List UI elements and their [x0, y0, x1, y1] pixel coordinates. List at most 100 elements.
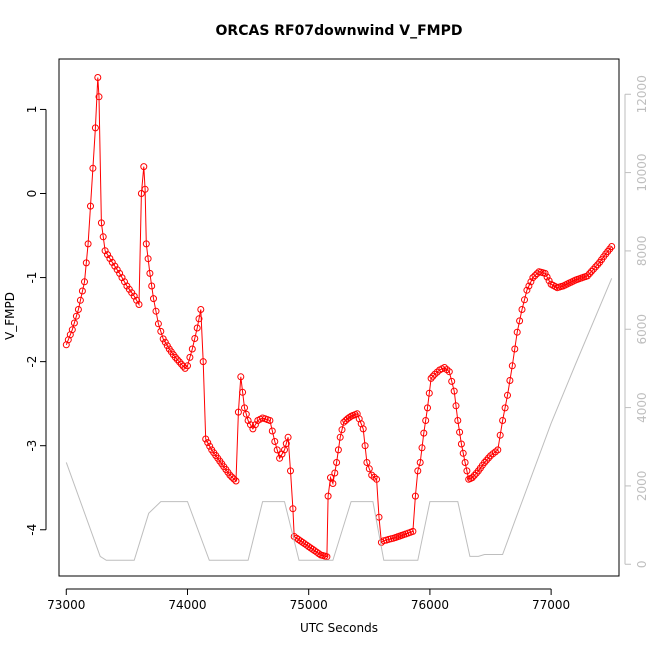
v-fmpd-point: [186, 353, 194, 361]
y2-tick-label: 6000: [635, 314, 649, 345]
v-fmpd-point: [142, 240, 150, 248]
v-fmpd-point: [345, 414, 353, 421]
v-fmpd-point: [541, 269, 549, 277]
y-axis-label: V_FMPD: [3, 292, 17, 340]
v-fmpd-point: [141, 185, 149, 193]
v-fmpd-point: [230, 475, 238, 483]
v-fmpd-point: [468, 474, 476, 482]
v-fmpd-point: [84, 240, 92, 248]
v-fmpd-point: [268, 427, 276, 435]
v-fmpd-point: [152, 307, 160, 315]
v-fmpd-point: [359, 425, 367, 433]
v-fmpd-point: [414, 467, 422, 475]
v-fmpd-point: [590, 265, 597, 273]
v-fmpd-point: [461, 459, 469, 466]
v-fmpd-point: [282, 440, 290, 448]
y-tick-label: -3: [25, 440, 39, 452]
v-fmpd-point: [545, 277, 553, 285]
v-fmpd-point: [95, 93, 103, 101]
x-tick-label: 75000: [290, 598, 328, 612]
y-tick-label: -4: [25, 524, 39, 536]
v-fmpd-point: [373, 475, 381, 483]
v-fmpd-point: [588, 267, 595, 275]
v-fmpd-point: [494, 446, 502, 454]
y2-tick-label: 0: [635, 560, 649, 568]
v-fmpd-point: [135, 301, 143, 308]
v-fmpd-point: [361, 442, 369, 450]
v-fmpd-point: [427, 374, 435, 382]
v-fmpd-point: [188, 345, 196, 353]
v-fmpd-point: [594, 261, 602, 269]
v-fmpd-point: [281, 446, 288, 454]
v-fmpd-point: [150, 295, 157, 303]
v-fmpd-point: [418, 444, 426, 452]
v-fmpd-point: [70, 319, 78, 327]
v-fmpd-point: [485, 454, 492, 462]
v-fmpd-point: [228, 473, 236, 481]
y-tick-label: -2: [25, 356, 39, 368]
v-fmpd-point: [315, 550, 323, 558]
v-fmpd-point: [111, 262, 119, 270]
v-fmpd-point: [81, 278, 88, 286]
v-fmpd-point: [409, 527, 417, 535]
v-fmpd-point: [289, 505, 297, 513]
v-fmpd-point: [327, 474, 334, 482]
v-fmpd-point: [331, 469, 339, 477]
y-tick-label: -1: [25, 272, 39, 284]
x-tick-label: 73000: [47, 598, 85, 612]
y2-tick-label: 2000: [635, 471, 649, 502]
axes-layer: 73000 74000 75000 76000 77000 -4 -3 -2 -1 0 1 0 2000…: [25, 75, 649, 612]
v-fmpd-point: [592, 263, 600, 271]
v-fmpd-point: [531, 272, 539, 280]
v-fmpd-point: [266, 417, 274, 424]
y2-tick-label: 4000: [635, 392, 649, 423]
v-fmpd-point: [501, 404, 509, 412]
v-fmpd-point: [154, 320, 162, 328]
v-fmpd-point: [496, 431, 504, 439]
v-fmpd-point: [516, 317, 524, 325]
series-layer: [62, 74, 616, 561]
v-fmpd-point: [511, 345, 519, 353]
v-fmpd-point: [584, 272, 591, 280]
v-fmpd-point: [148, 282, 156, 290]
v-fmpd-point: [420, 429, 428, 437]
v-fmpd-point: [472, 469, 480, 477]
v-fmpd-point: [463, 467, 471, 475]
v-fmpd-point: [483, 456, 490, 464]
v-fmpd-point: [586, 270, 593, 278]
v-fmpd-point: [481, 459, 488, 466]
v-fmpd-point: [76, 296, 84, 304]
v-fmpd-point: [144, 255, 152, 263]
v-fmpd-point: [72, 312, 80, 320]
v-fmpd-point: [137, 190, 145, 197]
v-fmpd-point: [450, 387, 458, 395]
v-fmpd-point: [197, 306, 205, 313]
v-fmpd-point: [506, 377, 514, 384]
v-fmpd-point: [365, 465, 373, 473]
y2-tick-label: 12000: [635, 75, 649, 113]
v-fmpd-point: [239, 388, 247, 396]
v-fmpd-point: [234, 408, 242, 416]
altitude-line: [65, 278, 613, 561]
v-fmpd-point: [529, 274, 537, 282]
v-fmpd-point: [470, 471, 478, 479]
v-fmpd-point: [416, 459, 424, 466]
v-fmpd-point: [459, 449, 467, 457]
v-fmpd-point: [452, 402, 460, 410]
v-fmpd-point: [527, 278, 535, 286]
plot-frame: [58, 58, 620, 577]
v-fmpd-point: [195, 315, 203, 323]
v-fmpd-point: [171, 353, 179, 361]
v-fmpd-point: [146, 269, 154, 277]
v-fmpd-point: [184, 362, 191, 370]
x-tick-label: 76000: [411, 598, 449, 612]
v-fmpd-point: [74, 306, 82, 313]
v-fmpd-point: [287, 467, 294, 475]
y-tick-label: 1: [25, 106, 39, 114]
v-fmpd-point: [159, 335, 167, 343]
v-fmpd-point: [78, 287, 86, 295]
v-fmpd-point: [199, 358, 207, 366]
v-fmpd-point: [161, 338, 169, 346]
v-fmpd-point: [454, 417, 462, 424]
